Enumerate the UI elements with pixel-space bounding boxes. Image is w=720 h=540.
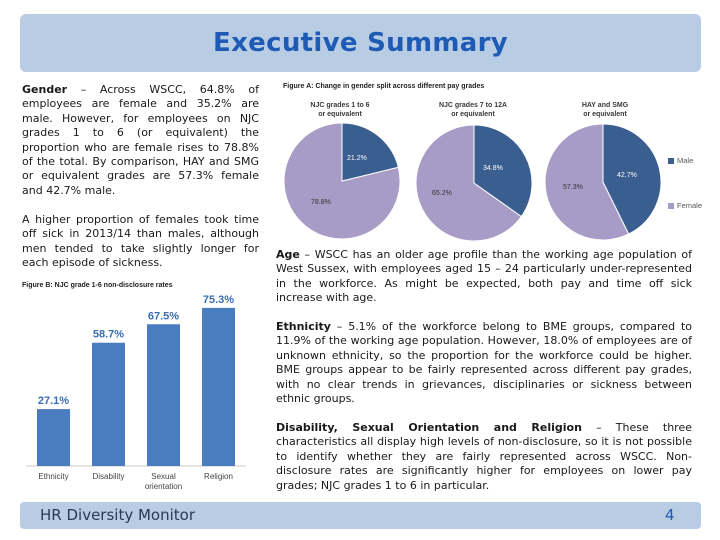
bar (37, 409, 70, 466)
title-banner: Executive Summary (20, 14, 701, 72)
legend-swatch-female (668, 202, 674, 209)
x-tick-label: Sexual (151, 472, 176, 481)
x-tick-label: orientation (145, 482, 182, 491)
figure-b-title: Figure B: NJC grade 1-6 non-disclosure r… (22, 282, 173, 289)
pie-label-line1: NJC grades 1 to 6 (310, 102, 370, 109)
bar (92, 342, 125, 466)
gender-heading: Gender (22, 83, 68, 96)
pie-slice-female (283, 122, 401, 240)
legend-female: Female (668, 201, 718, 210)
pie-label-line1: NJC grades 7 to 12A (438, 102, 508, 109)
pie-slice-female (415, 124, 523, 242)
gender-paragraph: Gender – Across WSCC, 64.8% of employees… (22, 83, 259, 198)
pie-label-njc-1-6: NJC grades 1 to 6 or equivalent (300, 101, 380, 119)
pie-slice-female (544, 123, 630, 241)
pie2-male-pct: 34.8% (483, 165, 503, 172)
pie-label-line1: HAY and SMG (581, 102, 629, 109)
ethnicity-heading: Ethnicity (276, 320, 331, 333)
pie-label-line2: or equivalent (318, 111, 362, 118)
age-text: – WSCC has an older age profile than the… (276, 248, 692, 305)
figure-b-bar-chart: 27.1% Ethnicity 58.7% Disability 67.5% Sexual… (26, 294, 246, 491)
age-paragraph: Age – WSCC has an older age profile than… (276, 248, 692, 306)
pie-label-line2: or equivalent (451, 111, 495, 118)
footer-bar (20, 502, 701, 529)
legend-label-female: Female (677, 201, 703, 210)
legend-male: Male (668, 156, 718, 165)
gender-text: – Across WSCC, 64.8% of employees are fe… (22, 83, 259, 197)
disability-heading: Disability, Sexual Orientation and Relig… (276, 421, 582, 434)
x-tick-label: Ethnicity (38, 472, 68, 481)
pie1-female-pct: 78.8% (311, 199, 331, 206)
bar (202, 307, 235, 466)
pie2-female-pct: 65.2% (432, 190, 452, 197)
pie3-male-pct: 42.7% (617, 172, 637, 179)
disability-text: – These three characteristics all displa… (276, 421, 692, 492)
legend-label-male: Male (677, 156, 694, 165)
pie-slice-male (602, 123, 662, 235)
bar-value-label: 58.7% (93, 329, 124, 341)
pie3-female-pct: 57.3% (563, 184, 583, 191)
pie-label-hay-smg: HAY and SMG or equivalent (565, 101, 645, 119)
x-tick-label: Disability (92, 472, 124, 481)
bar-value-label: 67.5% (148, 310, 179, 322)
pie-slice-male (341, 122, 399, 182)
page-title: Executive Summary (213, 28, 508, 58)
age-heading: Age (276, 248, 300, 261)
ethnicity-paragraph: Ethnicity – 5.1% of the workforce belong… (276, 320, 692, 406)
legend-swatch-male (668, 157, 674, 164)
figure-a-title: Figure A: Change in gender split across … (283, 83, 485, 90)
page-number: 4 (665, 506, 675, 524)
pie-label-line2: or equivalent (583, 111, 627, 118)
disability-paragraph: Disability, Sexual Orientation and Relig… (276, 421, 692, 493)
bar (147, 324, 180, 466)
x-tick-label: Religion (204, 472, 233, 481)
pie-label-njc-7-12a: NJC grades 7 to 12A or equivalent (428, 101, 518, 119)
pie1-male-pct: 21.2% (347, 155, 367, 162)
footer-title: HR Diversity Monitor (40, 506, 195, 524)
bar-value-label: 75.3% (203, 294, 234, 306)
bar-value-label: 27.1% (38, 395, 69, 407)
ethnicity-text: – 5.1% of the workforce belong to BME gr… (276, 320, 692, 406)
sickness-paragraph: A higher proportion of females took time… (22, 213, 259, 270)
